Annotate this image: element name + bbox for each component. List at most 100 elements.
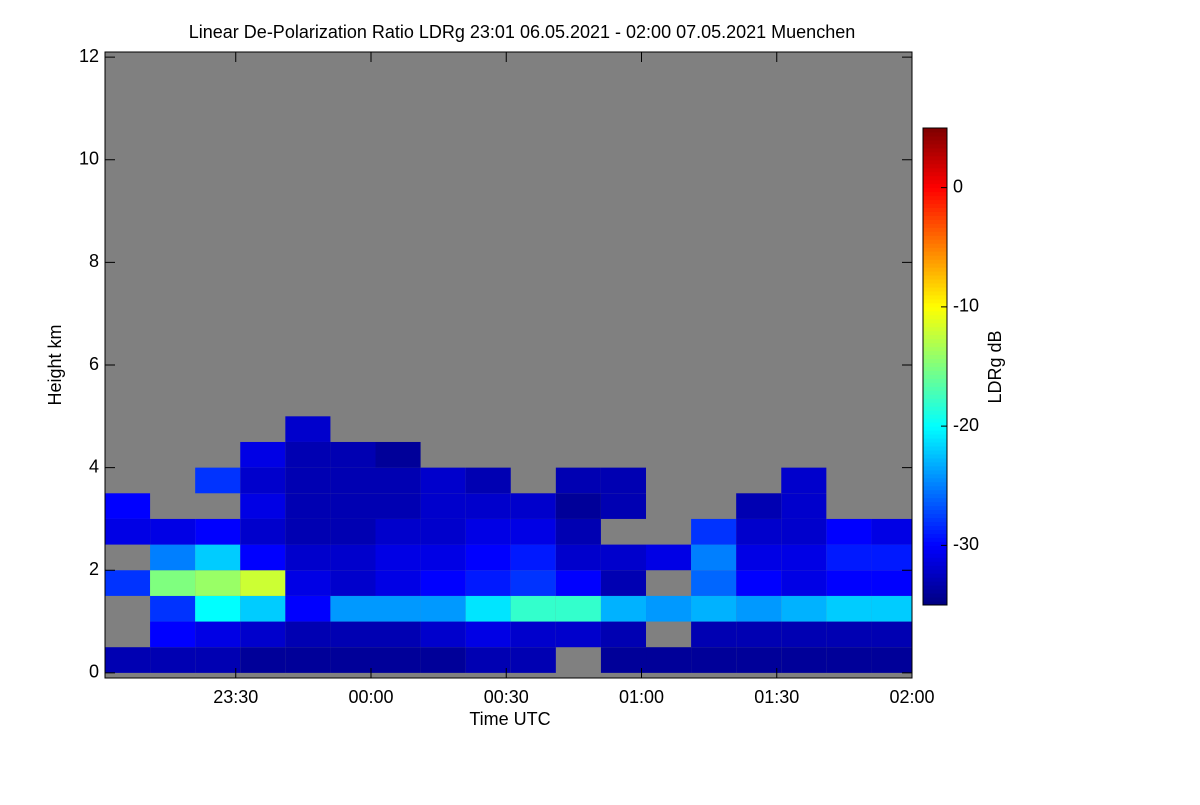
colorbar-tick-label: -30 — [953, 534, 979, 554]
heatmap-cell — [195, 595, 241, 622]
heatmap-cell — [150, 647, 196, 673]
colorbar-segment — [923, 529, 947, 534]
heatmap-cell — [510, 570, 556, 596]
y-tick-label: 12 — [79, 46, 99, 66]
heatmap-cell — [781, 467, 827, 494]
colorbar-segment — [923, 438, 947, 443]
colorbar-segment — [923, 219, 947, 224]
heatmap-cell — [555, 621, 601, 648]
heatmap-cell — [691, 647, 737, 673]
heatmap-cell — [826, 518, 872, 545]
heatmap-cell — [285, 595, 331, 622]
colorbar-segment — [923, 390, 947, 395]
heatmap-cell — [330, 647, 376, 673]
colorbar-tick-label: -10 — [953, 296, 979, 316]
heatmap-cell — [375, 467, 421, 494]
colorbar-segment — [923, 402, 947, 407]
heatmap-cell — [781, 544, 827, 571]
colorbar-segment — [923, 235, 947, 240]
heatmap-cell — [150, 621, 196, 648]
colorbar-segment — [923, 398, 947, 403]
colorbar-segment — [923, 509, 947, 515]
heatmap-cell — [285, 441, 331, 468]
heatmap-cell — [600, 544, 647, 571]
colorbar-segment — [923, 473, 947, 479]
colorbar-segment — [923, 159, 947, 165]
heatmap-cell — [240, 570, 286, 596]
heatmap-cell — [240, 621, 286, 648]
heatmap-cell — [420, 647, 466, 673]
heatmap-cell — [240, 647, 286, 673]
heatmap-cell — [330, 595, 376, 622]
colorbar-segment — [923, 128, 947, 133]
heatmap-cell — [781, 570, 827, 596]
colorbar-segment — [923, 306, 947, 312]
heatmap-cell — [375, 595, 421, 622]
heatmap-cell — [195, 570, 241, 596]
heatmap-cell — [105, 570, 151, 596]
colorbar-segment — [923, 302, 947, 308]
colorbar-segment — [923, 541, 947, 546]
heatmap-cell — [781, 595, 827, 622]
colorbar-segment — [923, 290, 947, 296]
heatmap-cell — [646, 647, 692, 673]
heatmap-cell — [375, 441, 421, 468]
colorbar-segment — [923, 446, 947, 451]
colorbar-segment — [923, 199, 947, 205]
colorbar-segment — [923, 298, 947, 304]
heatmap-cell — [510, 647, 556, 673]
heatmap-cell — [195, 544, 241, 571]
colorbar-segment — [923, 406, 947, 411]
heatmap-cell — [285, 621, 331, 648]
heatmap-cell — [150, 544, 196, 571]
x-tick-label: 23:30 — [213, 687, 258, 707]
colorbar-segment — [923, 227, 947, 232]
colorbar-segment — [923, 267, 947, 272]
heatmap-cell — [465, 493, 511, 519]
colorbar-segment — [923, 581, 947, 586]
colorbar-segment — [923, 493, 947, 499]
colorbar-segment — [923, 414, 947, 419]
colorbar-segment — [923, 426, 947, 431]
heatmap-cell — [330, 621, 376, 648]
colorbar-segment — [923, 207, 947, 212]
colorbar-segment — [923, 382, 947, 387]
colorbar-segment — [923, 489, 947, 495]
colorbar-segment — [923, 410, 947, 415]
colorbar-segment — [923, 283, 947, 288]
colorbar-tick-label: -20 — [953, 415, 979, 435]
colorbar-segment — [923, 350, 947, 356]
colorbar-frame — [922, 127, 948, 606]
colorbar-segment — [923, 314, 947, 320]
colorbar-segment — [923, 223, 947, 228]
colorbar-segment — [923, 191, 947, 197]
heatmap-cell — [240, 441, 286, 468]
colorbar-segment — [923, 263, 947, 268]
heatmap-cell — [736, 647, 782, 673]
heatmap-cell — [871, 621, 912, 648]
heatmap-cell — [691, 518, 737, 545]
colorbar-segment — [923, 310, 947, 316]
colorbar-segment — [923, 481, 947, 487]
heatmap-cell — [736, 518, 782, 545]
colorbar-segment — [923, 370, 947, 375]
chart-title: Linear De-Polarization Ratio LDRg 23:01 … — [189, 22, 855, 42]
heatmap-cell — [465, 467, 511, 494]
heatmap-cell — [195, 621, 241, 648]
heatmap-cell — [691, 595, 737, 622]
colorbar-segment — [923, 434, 947, 439]
heatmap-cell — [781, 493, 827, 519]
colorbar-segment — [923, 585, 947, 590]
colorbar-segment — [923, 155, 947, 161]
colorbar-segment — [923, 366, 947, 371]
colorbar-segment — [923, 322, 947, 328]
heatmap-cell — [555, 518, 601, 545]
colorbar-segment — [923, 362, 947, 367]
heatmap-cell — [420, 518, 466, 545]
heatmap-cell — [781, 518, 827, 545]
heatmap-cell — [510, 493, 556, 519]
colorbar-segment — [923, 147, 947, 153]
colorbar-segment — [923, 485, 947, 491]
colorbar-segment — [923, 239, 947, 244]
colorbar-segment — [923, 418, 947, 423]
